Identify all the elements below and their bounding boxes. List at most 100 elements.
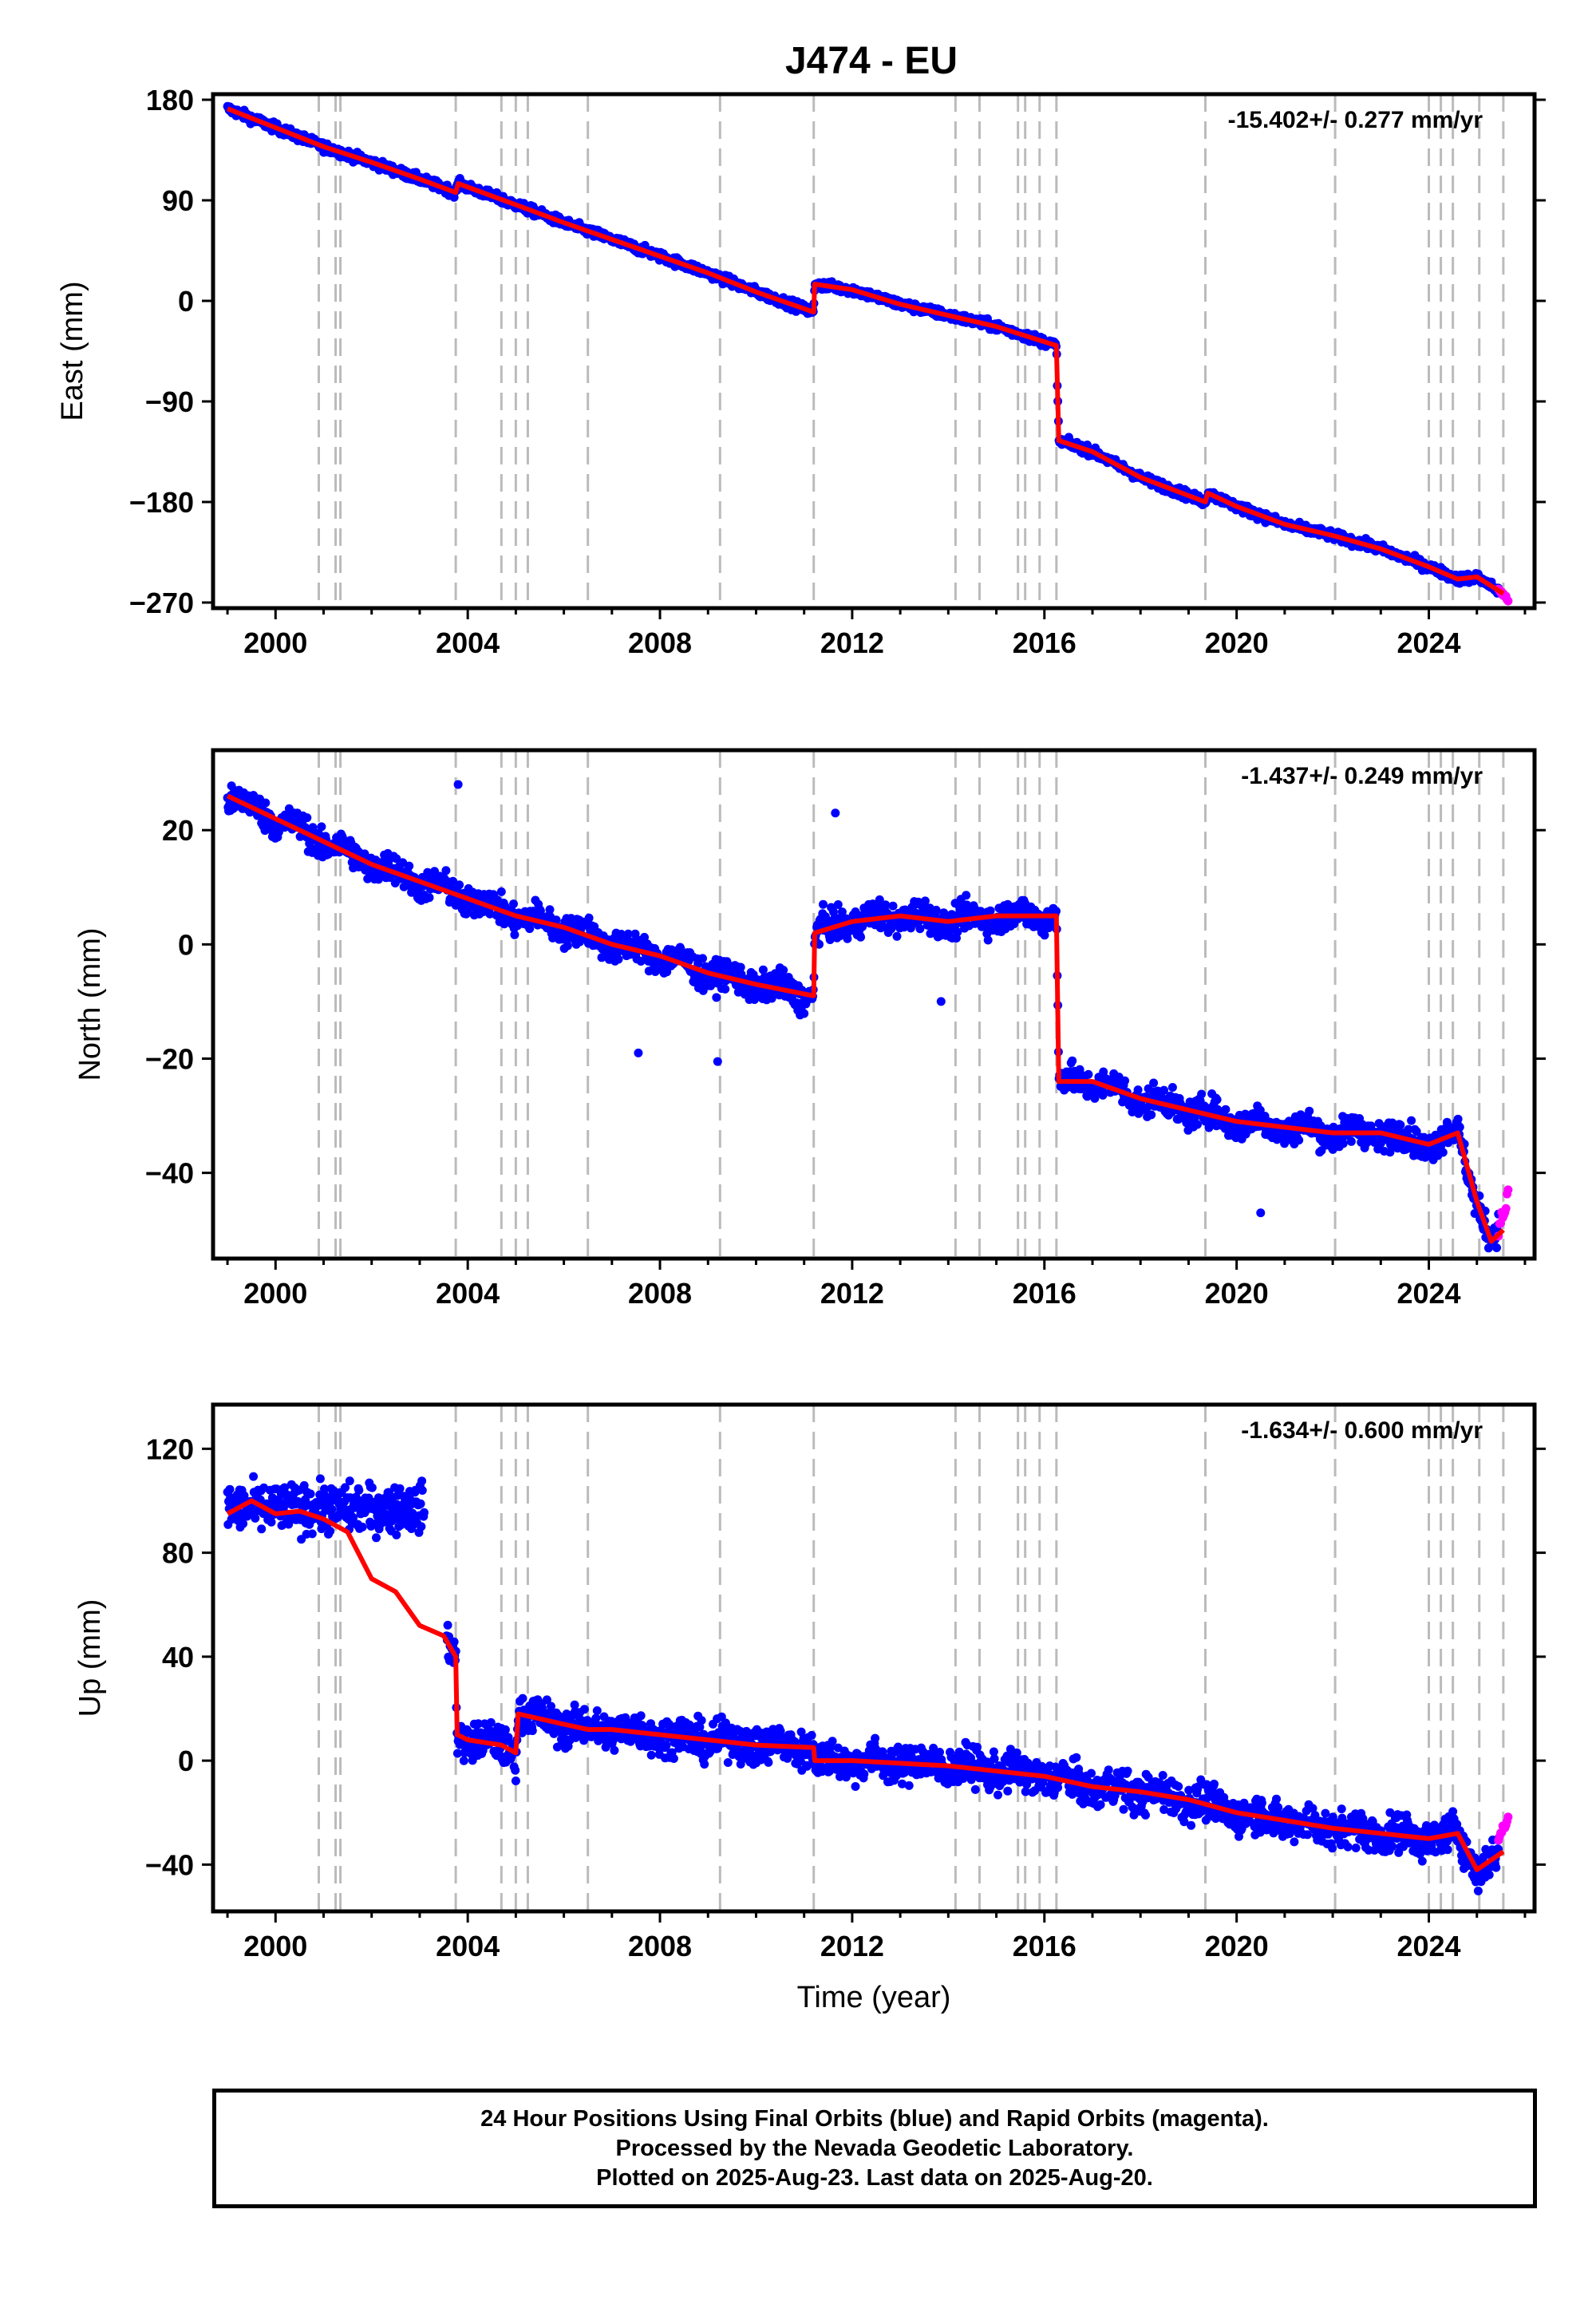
data-point [392,854,401,864]
data-point [1338,1139,1348,1148]
data-point [425,893,434,903]
data-point [1159,1085,1169,1095]
x-tick-label: 2004 [436,626,500,659]
data-point [417,1476,427,1486]
data-point [623,929,633,939]
data-point-outlier [453,780,463,789]
data-point [393,1491,402,1500]
panel-frame [211,748,1537,1261]
x-tick-label: 2016 [1013,1277,1077,1310]
data-point [551,915,561,925]
data-point [856,932,865,942]
data-point [284,1520,294,1529]
data-point-outlier [634,1048,643,1057]
y-axis-label: North (mm) [73,927,107,1081]
data-point [510,930,519,939]
data-point [819,899,828,909]
data-point [239,1491,249,1500]
data-point [1197,1089,1207,1099]
data-point [881,900,891,910]
data-point [758,965,768,974]
data-point [931,905,941,915]
data-point [1040,931,1049,940]
data-point [843,934,852,943]
data-point [315,1474,325,1484]
x-tick-label: 2016 [1013,626,1077,659]
x-tick-label: 2008 [628,1277,692,1310]
data-point [392,1530,401,1539]
data-point [416,1499,425,1508]
data-point [915,924,925,934]
rapid-orbit-point [1501,1203,1511,1213]
data-point [962,891,971,900]
data-point [535,907,545,915]
data-point [302,813,312,823]
data-point [986,906,995,915]
data-point [779,966,788,975]
data-point [892,931,902,941]
data-point [509,899,518,909]
data-point [1294,1136,1304,1145]
data-point [800,1009,809,1018]
data-point [1120,1076,1129,1085]
x-tick-label: 2020 [1205,626,1269,659]
x-tick-label: 2000 [243,1277,307,1310]
data-point [761,988,771,998]
data-point [698,954,707,963]
data-point [736,962,745,972]
data-point [1167,1083,1177,1092]
model-fit-line [226,793,1505,1244]
x-tick-label: 2020 [1205,1277,1269,1310]
data-point [1147,1110,1156,1120]
x-tick-label: 2008 [628,626,692,659]
y-tick-label: 0 [178,285,194,318]
data-point [614,954,623,964]
x-axis: 2000 2004 2008 2012 2016 2020 2024 [226,1259,1527,1310]
data-point [525,924,535,934]
data-point [299,1480,309,1490]
data-point [953,927,962,937]
data-point [636,957,646,966]
data-point [261,798,271,808]
data-point [239,1519,248,1528]
data-point [455,880,464,890]
y-tick-label: −90 [145,385,194,418]
data-point [496,887,506,896]
data-point [1193,1120,1202,1129]
data-point [1068,1056,1077,1065]
data-point [1098,1090,1108,1100]
panel-1: 2000 2004 2008 2012 2016 2020 2024200−20−40Nor… [73,748,1546,1310]
data-point [640,932,649,942]
velocity-rate-label: -15.402+/- 0.277 mm/yr [1228,107,1483,133]
data-point [829,907,838,917]
data-points [223,1472,1513,1895]
data-point [1438,1148,1448,1157]
data-point [1492,1243,1501,1252]
data-point [815,939,824,949]
data-point [767,994,776,1003]
data-point [1404,1124,1413,1134]
data-point [225,1484,235,1494]
data-point [1412,1127,1421,1136]
data-point [349,1513,358,1523]
data-point [441,866,451,875]
data-point [888,901,898,911]
x-tick-label: 2000 [243,626,307,659]
panel-frame [211,92,1537,611]
data-point [983,935,993,945]
data-points [223,780,1513,1253]
model-fit-line [226,106,1505,596]
data-point [327,1504,337,1514]
data-point [584,913,594,923]
data-point [1090,1093,1100,1103]
data-point [737,970,746,979]
data-point [267,1517,276,1527]
data-point [395,1484,405,1493]
data-point [1385,1148,1395,1157]
data-point [1149,1078,1159,1088]
data-point [320,1484,329,1494]
y-tick-label: 90 [162,184,194,217]
y-tick-label: −20 [145,1042,194,1075]
